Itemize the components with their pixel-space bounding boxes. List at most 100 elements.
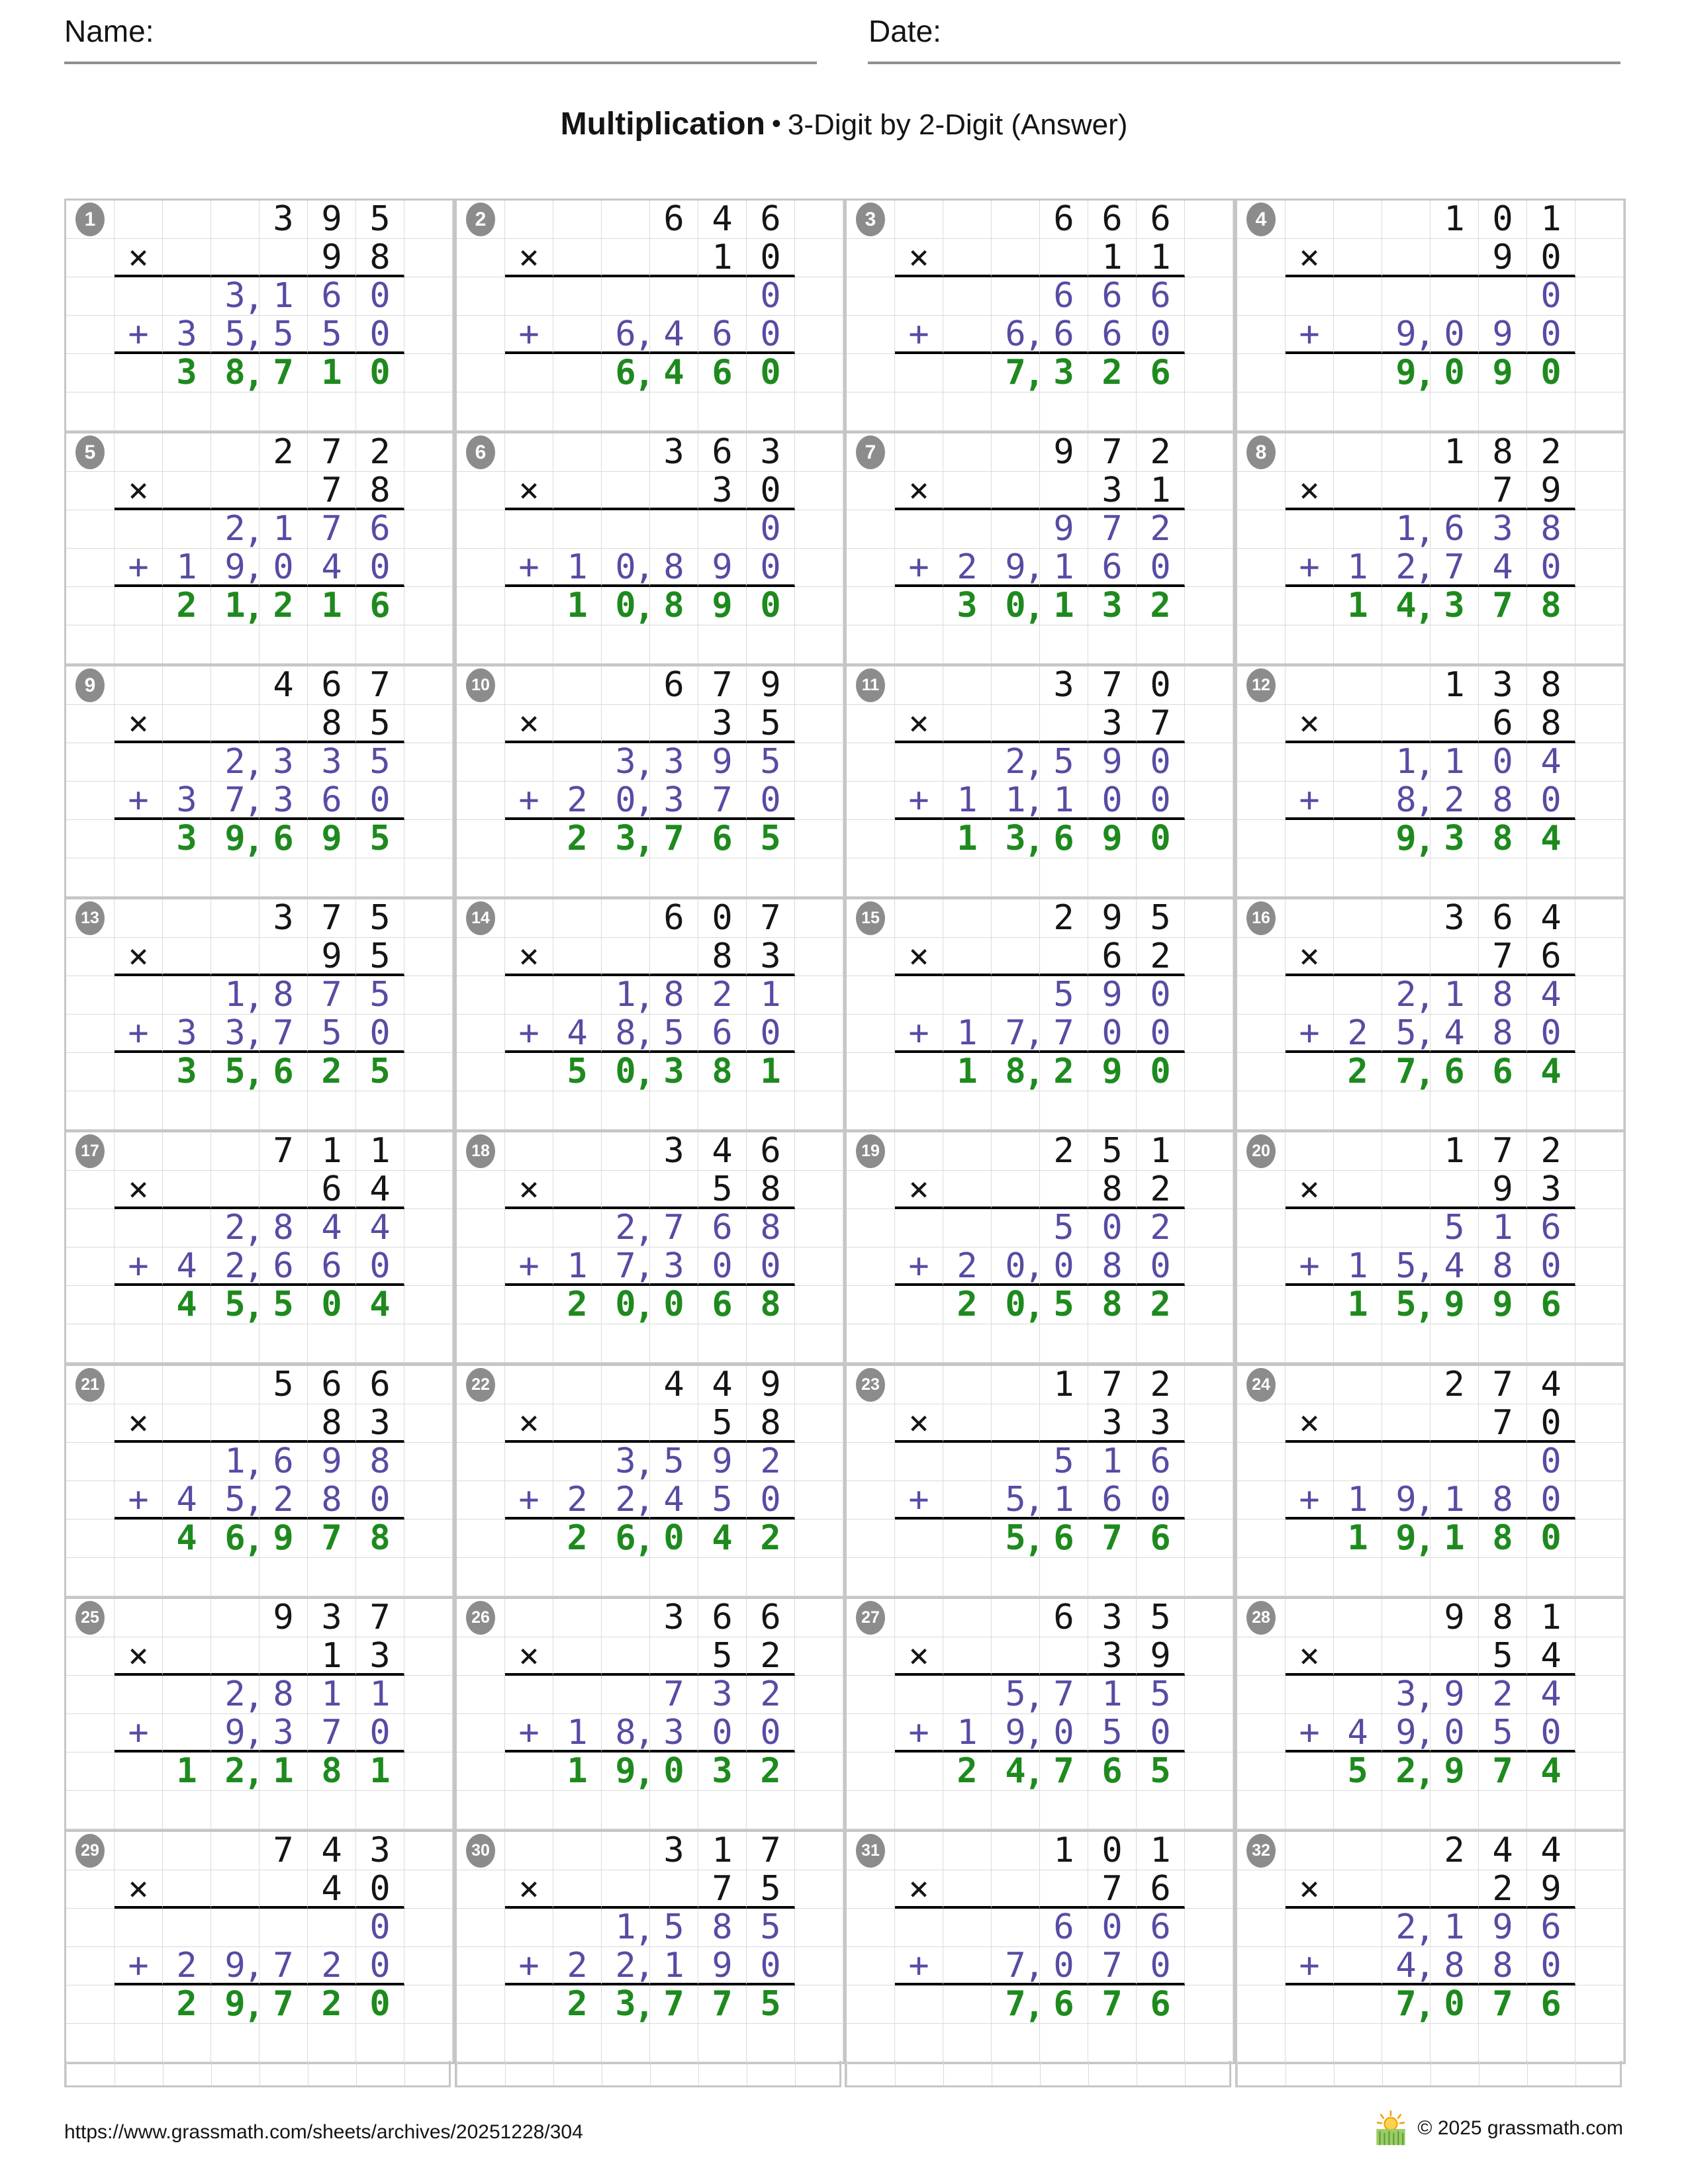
- grid-cell: [404, 705, 453, 743]
- digit-cell: 8: [1527, 705, 1575, 743]
- digit-cell: 0: [747, 1947, 795, 1985]
- grid-cell: [1575, 666, 1624, 705]
- thousands-comma: ,: [633, 1520, 655, 1560]
- digit-cell: 0,: [602, 1286, 655, 1324]
- grid-cell: [992, 2024, 1040, 2062]
- problem-22: 22 4 4 9 × 5 8 3, 5 9 2 +2 2, 4 5 0 2 6, 0 4 2: [455, 1364, 845, 1598]
- grid-cell: [650, 472, 698, 510]
- grid-cell: [553, 239, 602, 277]
- grid-cell: [943, 976, 992, 1015]
- digit-cell: 6: [1527, 1985, 1575, 2024]
- thousands-comma: ,: [633, 1013, 655, 1053]
- digit-cell: 2: [1430, 782, 1479, 820]
- grid-cell: [1237, 938, 1286, 976]
- digit-cell: 6: [356, 510, 404, 549]
- grid-cell: [308, 2024, 356, 2062]
- digit-cell: 4: [356, 1209, 404, 1248]
- digit-cell: 3: [1088, 1599, 1137, 1637]
- problem-24: 24 2 7 4 × 7 0 0 +1 9, 1 8 0 1 9, 1 8 0: [1235, 1364, 1626, 1598]
- digit-cell: 0: [1137, 1248, 1185, 1286]
- grid-cell: [795, 1520, 843, 1558]
- plus-sign: +: [1286, 549, 1334, 587]
- digit-cell: 6: [698, 316, 747, 354]
- grid-cell: [1286, 1366, 1334, 1404]
- grid-cell: [163, 858, 211, 897]
- times-sign: ×: [115, 1870, 163, 1909]
- grid-cell: [895, 1209, 943, 1248]
- digit-cell: 6: [1040, 201, 1088, 239]
- grid-cell: [795, 976, 843, 1015]
- grid-cell: [1334, 1791, 1382, 1829]
- grid-cell: [1185, 1091, 1233, 1130]
- grid-cell: [1237, 1091, 1286, 1130]
- grid-cell: [1334, 1443, 1382, 1481]
- grid-cell: [66, 1091, 115, 1130]
- grid-cell: [1185, 743, 1233, 782]
- digit-cell: 2: [163, 587, 211, 625]
- grid-cell: [1040, 938, 1088, 976]
- problem-number-badge: 32: [1246, 1834, 1276, 1868]
- grid-cell: [115, 1053, 163, 1091]
- grid-cell: [992, 1791, 1040, 1829]
- digit-cell: 6: [1137, 201, 1185, 239]
- grid-cell: [211, 938, 259, 976]
- times-sign: ×: [895, 472, 943, 510]
- thousands-comma: ,: [243, 314, 264, 354]
- grid-cell: [1185, 239, 1233, 277]
- grid-cell: [259, 2024, 308, 2062]
- grid-cell: [1479, 1443, 1527, 1481]
- grid-cell: [943, 277, 992, 316]
- digit-cell: 7: [356, 666, 404, 705]
- digit-cell: 1: [163, 1752, 211, 1791]
- grid-cell: [1430, 392, 1479, 431]
- grid-cell: [943, 239, 992, 277]
- thousands-comma: ,: [633, 314, 655, 354]
- grid-cell: [1040, 1324, 1088, 1363]
- grid-cell: [943, 1637, 992, 1676]
- plus-sign: +: [115, 1248, 163, 1286]
- digit-cell: 8: [1088, 1248, 1137, 1286]
- thousands-comma: ,: [1023, 821, 1045, 860]
- grid-cell: [66, 1676, 115, 1714]
- grid-cell: [66, 938, 115, 976]
- digit-cell: 9: [1088, 743, 1137, 782]
- digit-cell: 2: [1040, 1053, 1088, 1091]
- digit-cell: 9,: [992, 549, 1045, 587]
- grid-cell: [1237, 1324, 1286, 1363]
- digit-cell: 1,: [211, 587, 264, 625]
- grid-cell: [895, 1091, 943, 1130]
- grid-cell: [795, 1053, 843, 1091]
- plus-sign: +: [115, 1481, 163, 1520]
- digit-cell: 0: [1527, 316, 1575, 354]
- digit-cell: 2,: [992, 743, 1045, 782]
- digit-cell: 6: [698, 354, 747, 392]
- grid-cell: [66, 820, 115, 858]
- digit-cell: 7: [308, 510, 356, 549]
- digit-cell: 3: [698, 705, 747, 743]
- grid-cell: [795, 1481, 843, 1520]
- grid-cell: [943, 201, 992, 239]
- digit-cell: 0: [1527, 1443, 1575, 1481]
- grid-cell: 4: [1237, 201, 1286, 239]
- grid-cell: 9: [66, 666, 115, 705]
- problem-number-badge: 30: [466, 1834, 495, 1868]
- digit-cell: 9,: [1382, 1714, 1435, 1752]
- grid-cell: [1286, 1791, 1334, 1829]
- grid-cell: [115, 1209, 163, 1248]
- grid-cell: [1334, 938, 1382, 976]
- thousands-comma: ,: [243, 1986, 264, 2026]
- grid-cell: [211, 1324, 259, 1363]
- digit-cell: 8: [1479, 1481, 1527, 1520]
- grid-cell: [259, 705, 308, 743]
- digit-cell: 5: [747, 1985, 795, 2024]
- digit-cell: 5: [1040, 1209, 1088, 1248]
- grid-cell: [505, 666, 553, 705]
- digit-cell: 0: [356, 549, 404, 587]
- grid-cell: [1382, 472, 1430, 510]
- grid-cell: [404, 1558, 453, 1596]
- digit-cell: 5,: [1382, 1286, 1435, 1324]
- grid-cell: [163, 1558, 211, 1596]
- digit-cell: 0: [747, 316, 795, 354]
- grid-cell: [1237, 1558, 1286, 1596]
- grid-cell: [1286, 1599, 1334, 1637]
